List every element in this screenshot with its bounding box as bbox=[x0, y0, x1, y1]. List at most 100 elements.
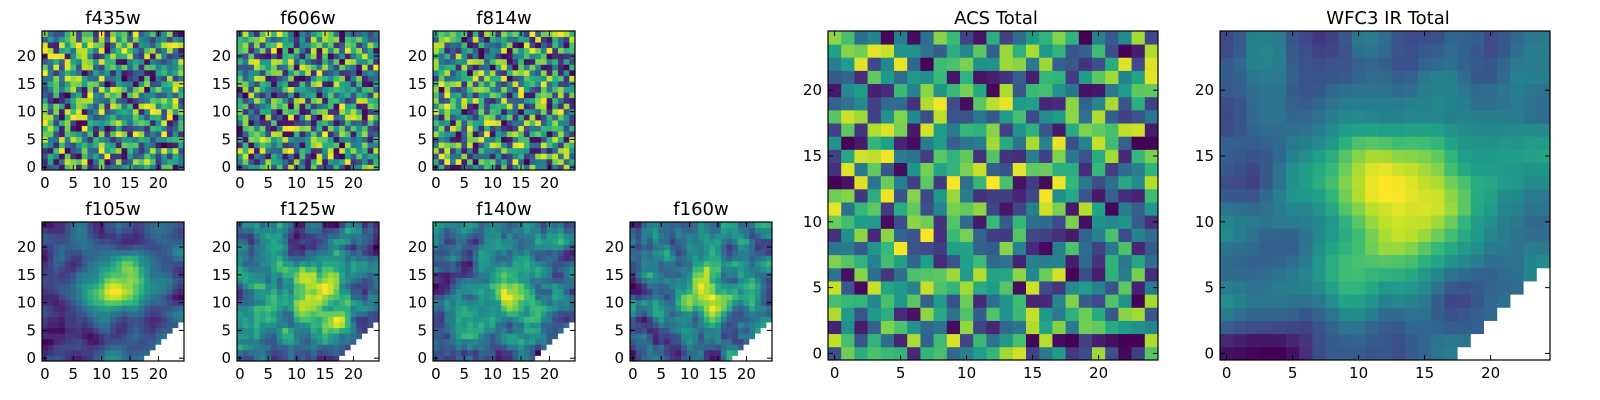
heatmap-cell bbox=[166, 53, 174, 60]
heatmap-cell bbox=[686, 227, 693, 234]
heatmap-cell bbox=[271, 238, 278, 245]
heatmap-cell bbox=[675, 222, 682, 228]
heatmap-cell bbox=[344, 147, 351, 154]
heatmap-cell bbox=[166, 355, 174, 362]
heatmap-cell bbox=[444, 333, 451, 340]
heatmap-cell bbox=[743, 349, 750, 356]
heatmap-cell bbox=[59, 36, 66, 43]
heatmap-cell bbox=[467, 164, 474, 171]
heatmap-cell bbox=[237, 92, 244, 99]
heatmap-cell bbox=[344, 233, 351, 240]
heatmap-cell bbox=[1026, 188, 1040, 203]
heatmap-cell bbox=[450, 147, 457, 154]
y-tick-label: 5 bbox=[26, 130, 36, 148]
heatmap-cell bbox=[737, 310, 744, 317]
heatmap-cell bbox=[854, 294, 868, 308]
heatmap-cell bbox=[344, 333, 351, 340]
heatmap-cell bbox=[138, 31, 145, 37]
heatmap-cell bbox=[546, 119, 553, 126]
heatmap-cell bbox=[760, 283, 767, 290]
heatmap-cell bbox=[316, 266, 323, 273]
heatmap-cell bbox=[529, 233, 536, 240]
heatmap-cell bbox=[110, 338, 117, 345]
heatmap-cell bbox=[237, 255, 244, 262]
heatmap-cell bbox=[557, 42, 565, 49]
heatmap-cell bbox=[880, 188, 895, 203]
heatmap-cell bbox=[242, 42, 249, 49]
heatmap-cell bbox=[535, 244, 542, 251]
heatmap-cell bbox=[652, 288, 659, 295]
heatmap-cell bbox=[144, 36, 151, 43]
heatmap-cell bbox=[310, 136, 317, 143]
heatmap-cell bbox=[828, 149, 842, 163]
heatmap-cell bbox=[299, 164, 306, 171]
heatmap-cell bbox=[93, 103, 100, 110]
heatmap-cell bbox=[546, 244, 553, 251]
heatmap-cell bbox=[675, 233, 682, 240]
x-tick-label: 5 bbox=[656, 365, 666, 383]
heatmap-cell bbox=[93, 349, 100, 356]
heatmap-cell bbox=[467, 53, 474, 60]
heatmap-cell bbox=[506, 131, 513, 138]
heatmap-cell bbox=[115, 86, 122, 93]
heatmap-cell bbox=[149, 158, 156, 165]
heatmap-cell bbox=[1144, 346, 1159, 361]
heatmap-cell bbox=[501, 64, 508, 71]
heatmap-cell bbox=[681, 305, 688, 312]
heatmap-cell bbox=[1105, 307, 1119, 321]
heatmap-cell bbox=[557, 294, 565, 301]
heatmap-cell bbox=[42, 260, 49, 267]
heatmap-cell bbox=[316, 108, 323, 115]
heatmap-cell bbox=[461, 47, 468, 54]
heatmap-cell bbox=[946, 267, 961, 282]
heatmap-cell bbox=[254, 238, 261, 245]
heatmap-cell bbox=[104, 266, 111, 273]
heatmap-cell bbox=[1131, 281, 1146, 295]
heatmap-cell bbox=[132, 233, 139, 240]
heatmap-cell bbox=[104, 227, 111, 234]
heatmap-cell bbox=[115, 305, 122, 312]
heatmap-cell bbox=[540, 142, 547, 149]
heatmap-cell bbox=[271, 338, 278, 345]
heatmap-cell bbox=[248, 53, 255, 60]
heatmap-cell bbox=[720, 316, 727, 323]
heatmap-cell bbox=[540, 255, 547, 262]
heatmap-cell bbox=[501, 92, 508, 99]
heatmap-cell bbox=[743, 322, 750, 329]
heatmap-cell bbox=[478, 310, 485, 317]
heatmap-cell bbox=[361, 272, 369, 278]
heatmap-cell bbox=[149, 294, 156, 301]
heatmap-cell bbox=[361, 64, 369, 71]
heatmap-cell bbox=[172, 31, 179, 37]
heatmap-cell bbox=[529, 147, 536, 154]
heatmap-cell bbox=[155, 147, 162, 154]
heatmap-cell bbox=[271, 114, 278, 121]
heatmap-cell bbox=[271, 233, 278, 240]
heatmap-cell bbox=[726, 316, 733, 323]
heatmap-cell bbox=[841, 202, 855, 216]
heatmap-cell bbox=[265, 244, 272, 251]
heatmap-cell bbox=[664, 344, 671, 351]
heatmap-cell bbox=[546, 272, 553, 278]
heatmap-cell bbox=[104, 344, 111, 351]
heatmap-cell bbox=[552, 299, 559, 306]
heatmap-cell bbox=[53, 131, 60, 138]
heatmap-cell bbox=[322, 238, 329, 245]
heatmap-cell bbox=[115, 266, 122, 273]
heatmap-cell bbox=[749, 355, 756, 362]
heatmap-cell bbox=[540, 114, 547, 121]
heatmap-cell bbox=[999, 254, 1014, 269]
heatmap-cell bbox=[828, 188, 842, 203]
heatmap-cell bbox=[59, 338, 66, 345]
x-tick-label: 20 bbox=[540, 365, 559, 383]
heatmap-cell bbox=[552, 47, 559, 54]
heatmap-cell bbox=[271, 316, 278, 323]
heatmap-cell bbox=[664, 299, 671, 306]
heatmap-cell bbox=[563, 310, 570, 317]
heatmap-cell bbox=[907, 215, 921, 229]
heatmap-cell bbox=[344, 244, 351, 251]
heatmap-cell bbox=[93, 136, 100, 143]
heatmap-cell bbox=[518, 227, 525, 234]
heatmap-cell bbox=[344, 136, 351, 143]
